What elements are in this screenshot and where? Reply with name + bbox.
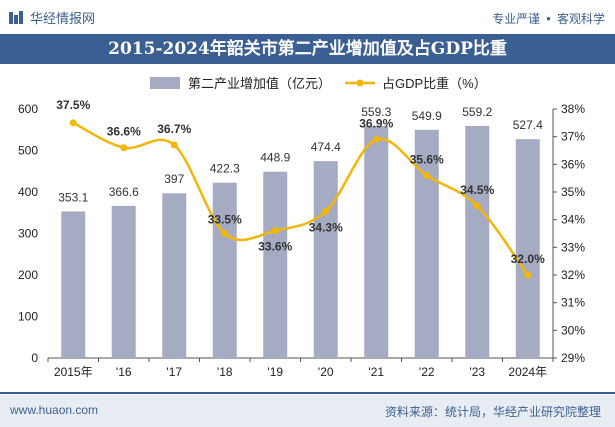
bar-value-label: 527.4	[513, 118, 543, 132]
y-left-tick-label: 600	[18, 102, 38, 116]
line-point	[473, 202, 481, 210]
line-value-label: 33.6%	[258, 240, 292, 254]
x-tick-label: '19	[267, 365, 283, 379]
y-right-tick-label: 35%	[561, 185, 585, 199]
line-point	[69, 119, 77, 127]
bar	[364, 125, 389, 358]
line-point	[423, 171, 431, 179]
bar	[61, 211, 86, 358]
brand: 华经情报网	[8, 8, 95, 27]
bar	[111, 205, 136, 358]
footer: www.huaon.com 资料来源：统计局，华经产业研究院整理	[0, 395, 615, 427]
y-right-tick-label: 30%	[561, 323, 585, 337]
line-point	[524, 271, 532, 279]
line-value-label: 36.9%	[359, 116, 393, 130]
bar-value-label: 366.6	[109, 185, 139, 199]
bar-value-label: 448.9	[260, 151, 290, 165]
legend-bar-label: 第二产业增加值（亿元）	[188, 76, 331, 91]
brand-logo-icon	[9, 10, 23, 24]
chart-area: 0 100 200 300 400 500 600 29% 30% 31% 32% 33% 34% 35%…	[18, 76, 585, 379]
bar	[515, 139, 540, 358]
y-left-tick-label: 0	[31, 351, 38, 365]
brand-name: 华经情报网	[30, 11, 96, 26]
footer-divider	[0, 392, 615, 394]
line-value-label: 32.0%	[511, 252, 545, 266]
x-tick-label: '18	[217, 365, 233, 379]
bar	[263, 171, 288, 358]
footer-source: 资料来源：统计局，华经产业研究院整理	[384, 405, 601, 419]
x-tick-label: '23	[469, 365, 485, 379]
bar-value-label: 422.3	[210, 162, 240, 176]
bar	[212, 182, 237, 358]
tagline-left: 专业严谨	[492, 12, 541, 26]
legend-line-marker	[356, 79, 364, 87]
legend-bar-swatch	[150, 77, 180, 89]
line-value-label: 33.5%	[208, 213, 242, 227]
bar-value-label: 549.9	[412, 109, 442, 123]
line-value-label: 35.6%	[410, 152, 444, 166]
y-right-tick-label: 31%	[561, 296, 585, 310]
bar-value-label: 559.2	[462, 105, 492, 119]
bar-value-label: 353.1	[58, 190, 88, 204]
x-tick-label: '16	[116, 365, 132, 379]
line-value-label: 37.5%	[56, 98, 90, 112]
bar	[162, 193, 187, 358]
x-tick-label: '17	[166, 365, 182, 379]
line-value-label: 34.3%	[309, 220, 343, 234]
line-value-label: 34.5%	[460, 183, 494, 197]
bar-value-label: 397	[164, 172, 184, 186]
y-left-tick-label: 400	[18, 185, 38, 199]
y-left-tick-label: 100	[18, 310, 38, 324]
tagline: 专业严谨 ● 客观科学	[492, 10, 605, 27]
y-right-tick-label: 37%	[561, 130, 585, 144]
bar	[465, 125, 490, 358]
top-bar: 华经情报网 专业严谨 ● 客观科学	[0, 0, 615, 34]
y-right-tick-label: 29%	[561, 351, 585, 365]
x-tick-label: '21	[368, 365, 384, 379]
y-left-tick-label: 300	[18, 227, 38, 241]
bar-value-label: 474.4	[311, 140, 341, 154]
line-point	[372, 135, 380, 143]
y-left-tick-label: 200	[18, 268, 38, 282]
bar	[313, 161, 338, 358]
line-point	[221, 230, 229, 237]
y-right-tick-label: 32%	[561, 268, 585, 282]
y-right-tick-label: 33%	[561, 240, 585, 254]
y-right-tick-label: 34%	[561, 213, 585, 227]
x-tick-label: '20	[318, 365, 334, 379]
y-right-tick-label: 38%	[561, 102, 585, 116]
line-point	[271, 227, 279, 235]
tagline-separator: ●	[546, 14, 551, 23]
x-tick-label: 2024年	[508, 365, 547, 379]
line-point	[170, 141, 178, 149]
y-left-tick-label: 500	[18, 144, 38, 158]
y-right-tick-label: 36%	[561, 157, 585, 171]
share-line	[72, 121, 529, 276]
line-value-label: 36.7%	[157, 122, 191, 136]
line-point	[120, 144, 128, 152]
line-value-label: 36.6%	[107, 125, 141, 139]
bar-value-label: 559.3	[361, 105, 391, 119]
line-point	[322, 207, 330, 215]
legend-line-label: 占GDP比重（%）	[382, 76, 487, 91]
footer-website: www.huaon.com	[10, 403, 99, 417]
x-tick-label: 2015年	[54, 365, 93, 379]
x-tick-label: '22	[419, 365, 435, 379]
chart-title: 2015-2024年韶关市第二产业增加值及占GDP比重	[0, 34, 615, 64]
tagline-right: 客观科学	[556, 12, 605, 26]
